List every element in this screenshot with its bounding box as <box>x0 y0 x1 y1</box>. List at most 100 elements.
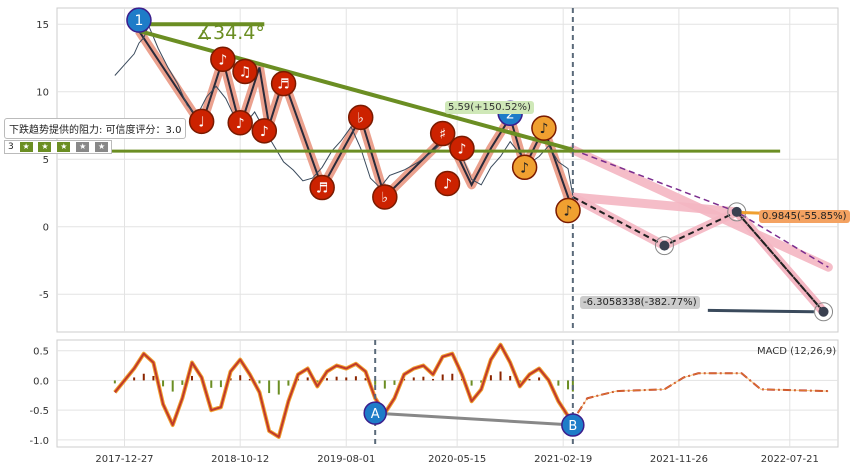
macd-title: MACD (12,26,9) <box>757 346 837 357</box>
macd-histogram-bar <box>287 380 290 386</box>
wave-marker <box>251 118 278 144</box>
macd-histogram-bar <box>393 380 396 385</box>
resistance-stars: 3 ★ ★ ★ ★ ★ <box>4 140 113 154</box>
projection-node <box>814 302 834 322</box>
macd-histogram-bar <box>277 380 280 395</box>
wave-marker <box>188 108 215 135</box>
y-tick-label: 0.0 <box>33 376 49 387</box>
wave-marker <box>429 120 456 147</box>
wave-marker <box>210 46 236 73</box>
wave-marker-label: 1 <box>134 13 143 29</box>
macd-histogram-bar <box>528 378 531 381</box>
macd-histogram-bar <box>268 380 271 394</box>
macd-histogram-bar <box>258 380 261 384</box>
x-tick-label: 2021-11-26 <box>650 454 708 465</box>
y-tick-label: 0 <box>43 223 49 234</box>
macd-marker <box>561 413 585 437</box>
wave-marker-label: ♪ <box>236 116 245 132</box>
macd-histogram-bar <box>316 380 319 382</box>
macd-line-inner <box>114 343 574 438</box>
y-tick-label: 15 <box>36 20 49 31</box>
x-tick-label: 2017-12-27 <box>95 454 153 465</box>
x-tick-label: 2022-07-21 <box>761 454 819 465</box>
wave-marker <box>555 197 581 224</box>
macd-histogram-bar <box>412 377 415 381</box>
macd-panel: 2017-12-27 2018-10-12 2019-08-01 2020-05-15… <box>29 339 839 465</box>
wave-marker-label: ♪ <box>218 52 227 68</box>
projection-dot <box>659 240 670 251</box>
macd-marker-label: A <box>371 407 380 422</box>
wave-marker <box>531 115 557 141</box>
wave-marker <box>372 184 398 210</box>
macd-histogram-bar <box>441 374 444 381</box>
wave-marker <box>227 110 253 136</box>
wave-marker-label: ♪ <box>260 124 269 140</box>
macd-histogram-bar <box>181 380 184 385</box>
projection-dot <box>818 306 829 317</box>
wave-marker-label: ♪ <box>564 204 573 220</box>
price-line <box>114 24 574 196</box>
macd-histogram-bar <box>152 375 155 381</box>
projection-dashed-lower <box>736 211 825 313</box>
macd-histogram-bar <box>567 380 570 390</box>
macd-histogram-bar <box>335 376 338 381</box>
wave-marker <box>309 174 335 201</box>
macd-histogram-bar <box>219 380 222 388</box>
wave-marker-label: ♭ <box>382 190 389 206</box>
wave-marker <box>270 70 297 97</box>
wave-marker <box>347 104 374 131</box>
wave-marker-label: ♬ <box>277 77 290 93</box>
y-tick-label: 0.5 <box>33 347 49 358</box>
wave-marker-label: ♫ <box>239 64 252 80</box>
macd-histogram-bar <box>470 380 473 386</box>
wave-marker <box>126 7 152 33</box>
wave-marker <box>511 154 538 181</box>
wave-marker-label: ♬ <box>316 181 329 197</box>
x-tick-label: 2020-05-15 <box>428 454 486 465</box>
wave-marker-label: ♭ <box>357 110 364 126</box>
wave-marker <box>232 58 258 85</box>
macd-histogram-bar <box>142 373 145 381</box>
x-tick-label: 2018-10-12 <box>211 454 269 465</box>
macd-divergence-line <box>375 411 573 427</box>
macd-histogram-bar <box>499 371 502 381</box>
macd-histogram-bar <box>509 375 512 381</box>
macd-histogram-bar <box>239 375 242 381</box>
wave-marker-label: ♪ <box>457 141 466 157</box>
star-icon: ★ <box>38 142 52 152</box>
projection-dashed-line <box>572 196 825 313</box>
projection-dot <box>731 206 742 217</box>
macd-histogram-bar <box>422 376 425 381</box>
y-tick-label: 5 <box>43 155 49 166</box>
x-tick-label: 2019-08-01 <box>317 454 375 465</box>
angle-label: ∡34.4° <box>196 22 265 44</box>
macd-marker <box>363 401 387 425</box>
wave-marker <box>449 135 475 162</box>
macd-histogram-bar <box>229 378 232 381</box>
star-empty-icon: ★ <box>95 142 109 152</box>
macd-histogram-bar <box>374 380 377 385</box>
macd-histogram-bar <box>325 378 328 381</box>
macd-histogram-bar <box>345 377 348 381</box>
price-frame <box>56 7 839 333</box>
macd-histogram-bar <box>248 378 251 381</box>
wave-marker-label: ♪ <box>520 160 529 176</box>
macd-histogram-bar <box>383 380 386 389</box>
annotation-projection-1: 0.9845(-55.85%) <box>759 210 850 223</box>
annotation-arrow-2 <box>707 308 814 314</box>
y-tick-label: -0.5 <box>29 406 49 417</box>
annotation-projection-2: -6.3058338(-382.77%) <box>580 296 700 309</box>
resistance-score: 3 <box>8 142 14 152</box>
projection-node <box>654 236 674 256</box>
macd-histogram-bar <box>210 380 213 388</box>
star-empty-icon: ★ <box>76 142 90 152</box>
signal-line-overlay <box>577 372 829 414</box>
wave-marker-label: ♪ <box>443 177 452 193</box>
macd-histogram-bar <box>171 380 174 392</box>
y-tick-label: -5 <box>39 290 49 301</box>
macd-marker-label: B <box>568 419 577 434</box>
macd-histogram-bar <box>489 375 492 381</box>
macd-histogram-bar <box>354 376 357 381</box>
macd-histogram-bar <box>538 377 541 381</box>
